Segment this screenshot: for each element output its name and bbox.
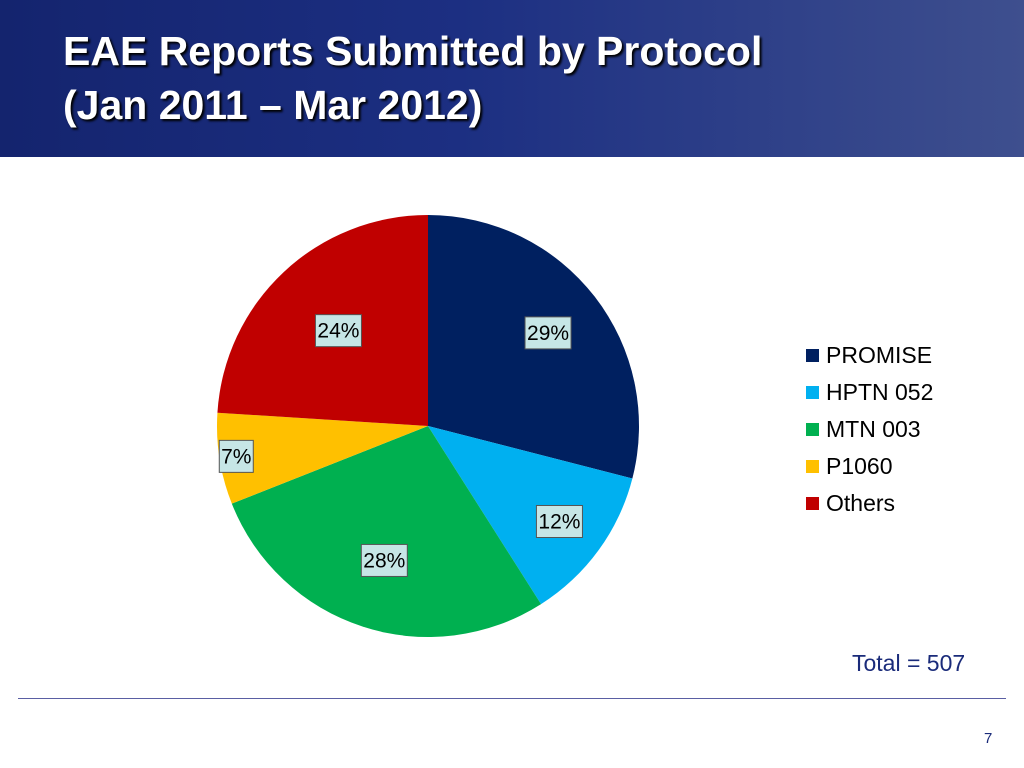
legend-label: HPTN 052 [826, 379, 934, 405]
legend-label: Others [826, 490, 896, 516]
data-label-others: 24% [314, 314, 362, 348]
legend-swatch [806, 386, 819, 399]
data-label-promise: 29% [524, 316, 572, 350]
data-label-hptn-052: 12% [535, 504, 583, 538]
svg-text:12%: 12% [538, 510, 580, 533]
pie-slice-hptn-052 [428, 426, 633, 605]
svg-text:24%: 24% [317, 320, 359, 343]
svg-text:7%: 7% [221, 445, 251, 468]
legend-swatch [806, 497, 819, 510]
legend-label: MTN 003 [826, 416, 921, 442]
total-count: Total = 507 [852, 650, 966, 676]
data-label-p1060: 7% [218, 439, 254, 473]
page-number: 7 [984, 730, 993, 747]
legend-swatch [806, 349, 819, 362]
legend-label: PROMISE [826, 342, 933, 368]
data-label-mtn-003: 28% [360, 543, 408, 577]
legend-item-promise: PROMISE [806, 337, 933, 374]
pie-chart: 29% 12% 28% 7% 24% [216, 215, 639, 637]
legend-item-hptn-052: HPTN 052 [806, 374, 933, 411]
legend-label: P1060 [826, 453, 893, 479]
legend-swatch [806, 460, 819, 473]
footer-divider [18, 698, 1006, 699]
pie-slice-mtn-003 [231, 426, 542, 637]
slide-title-line-2: (Jan 2011 – Mar 2012) [63, 82, 483, 128]
slide-title-line-1: EAE Reports Submitted by Protocol [63, 28, 763, 74]
chart-legend: PROMISE HPTN 052 MTN 003 P1060 Others [806, 337, 933, 522]
legend-item-p1060: P1060 [806, 448, 933, 485]
legend-item-mtn-003: MTN 003 [806, 411, 933, 448]
title-bar: EAE Reports Submitted by Protocol (Jan 2… [0, 0, 1024, 157]
legend-item-others: Others [806, 485, 933, 522]
svg-text:28%: 28% [363, 549, 405, 572]
legend-swatch [806, 423, 819, 436]
pie-slice-p1060 [216, 412, 428, 504]
svg-text:29%: 29% [527, 322, 569, 345]
